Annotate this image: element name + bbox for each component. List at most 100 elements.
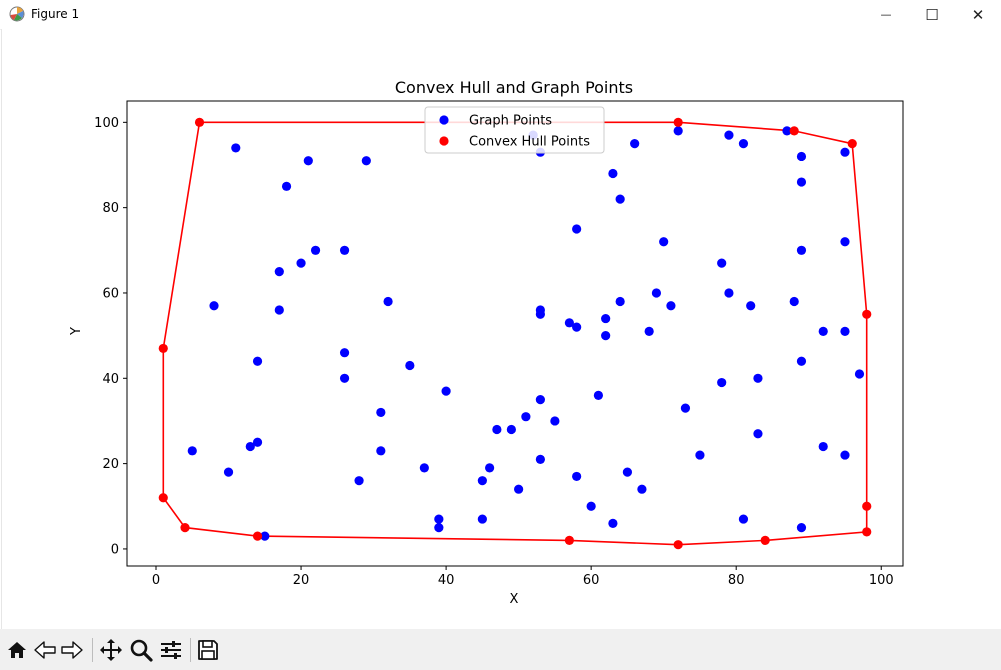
convex-hull-point (760, 535, 770, 546)
convex-hull-point (158, 343, 168, 354)
graph-point (339, 245, 350, 255)
graph-point (840, 450, 850, 460)
graph-point (796, 151, 807, 162)
graph-point (637, 484, 647, 494)
graph-point (339, 373, 350, 383)
close-button[interactable]: ✕ (955, 0, 1001, 29)
pan-button[interactable] (98, 637, 124, 663)
graph-point (796, 245, 807, 255)
graph-point (361, 156, 371, 166)
graph-point (717, 258, 727, 268)
convex-hull-point (564, 535, 574, 546)
home-button[interactable] (4, 637, 30, 663)
configure-subplots-icon (161, 641, 181, 659)
convex-hull-point (847, 139, 857, 149)
graph-point (796, 177, 807, 187)
zoom-icon (130, 639, 153, 662)
back-button[interactable] (32, 637, 58, 663)
scatter-chart[interactable]: Convex Hull and Graph Points X Y 0 20 40 60… (0, 29, 1001, 629)
graph-point (753, 373, 763, 383)
graph-point (753, 429, 763, 439)
chart-title: Convex Hull and Graph Points (395, 78, 633, 97)
forward-button[interactable] (59, 637, 85, 663)
graph-point (695, 450, 705, 460)
graph-point (296, 258, 306, 268)
graph-point (354, 476, 364, 486)
graph-point (622, 467, 633, 477)
y-tick-label: 20 (102, 457, 119, 472)
y-tick-label: 80 (102, 201, 119, 216)
graph-point (818, 441, 828, 452)
graph-point (252, 437, 263, 447)
graph-point (593, 390, 604, 400)
graph-point (615, 296, 625, 307)
convex-hull-point (673, 540, 683, 550)
graph-point (303, 156, 313, 166)
graph-point (535, 395, 545, 405)
close-icon: ✕ (971, 5, 985, 24)
graph-point (492, 424, 502, 435)
navigation-toolbar (0, 629, 1001, 670)
graph-point (252, 356, 263, 366)
graph-point (840, 326, 850, 336)
graph-point (782, 126, 792, 136)
graph-point (818, 326, 828, 336)
maximize-icon: ☐ (925, 5, 939, 24)
graph-point (789, 296, 799, 307)
back-icon (34, 641, 56, 659)
x-tick-label: 80 (728, 573, 745, 588)
graph-point (441, 386, 451, 396)
zoom-button[interactable] (128, 637, 154, 663)
y-tick-label: 60 (102, 286, 119, 301)
graph-point (651, 288, 662, 298)
graph-point (339, 348, 350, 358)
maximize-button[interactable]: ☐ (909, 0, 955, 29)
graph-point (840, 237, 850, 247)
graph-point (209, 301, 219, 311)
convex-hull-point (158, 493, 168, 503)
graph-point (260, 531, 270, 541)
graph-point (717, 377, 727, 388)
graph-point (376, 446, 386, 456)
graph-point (245, 441, 255, 452)
minimize-button[interactable]: — (863, 0, 909, 29)
convex-hull-point (862, 501, 872, 511)
graph-point (485, 463, 495, 473)
graph-point (601, 313, 611, 324)
pan-icon (100, 639, 122, 661)
graph-point (608, 168, 618, 179)
graph-point (383, 296, 393, 307)
convex-hull-point (862, 309, 872, 319)
graph-point (514, 484, 524, 494)
graph-point (854, 369, 865, 379)
graph-point (550, 416, 560, 426)
save-button[interactable] (195, 637, 221, 663)
graph-point (187, 446, 197, 456)
home-icon (8, 642, 26, 658)
graph-point (572, 224, 582, 234)
x-tick-label: 0 (152, 573, 160, 588)
x-axis-label: X (510, 592, 519, 607)
graph-point (666, 301, 676, 311)
graph-point (630, 139, 640, 149)
legend-marker (439, 115, 449, 125)
graph-point (535, 309, 545, 319)
configure-subplots-button[interactable] (158, 637, 184, 663)
legend-label: Graph Points (469, 114, 552, 129)
x-tick-label: 20 (293, 573, 310, 588)
window-titlebar: Figure 1 — ☐ ✕ (0, 0, 1001, 30)
graph-point (673, 126, 683, 136)
graph-point (608, 518, 618, 528)
legend-box (424, 106, 605, 154)
graph-point (644, 326, 654, 336)
convex-hull-point (194, 117, 205, 127)
graph-point (564, 318, 574, 328)
minimize-icon: — (880, 8, 892, 21)
graph-point (659, 237, 669, 247)
convex-hull-point (673, 117, 683, 127)
graph-point (601, 331, 611, 341)
convex-hull-point (180, 523, 190, 533)
graph-point (796, 523, 807, 533)
legend-marker (439, 136, 449, 146)
graph-point (724, 130, 734, 140)
